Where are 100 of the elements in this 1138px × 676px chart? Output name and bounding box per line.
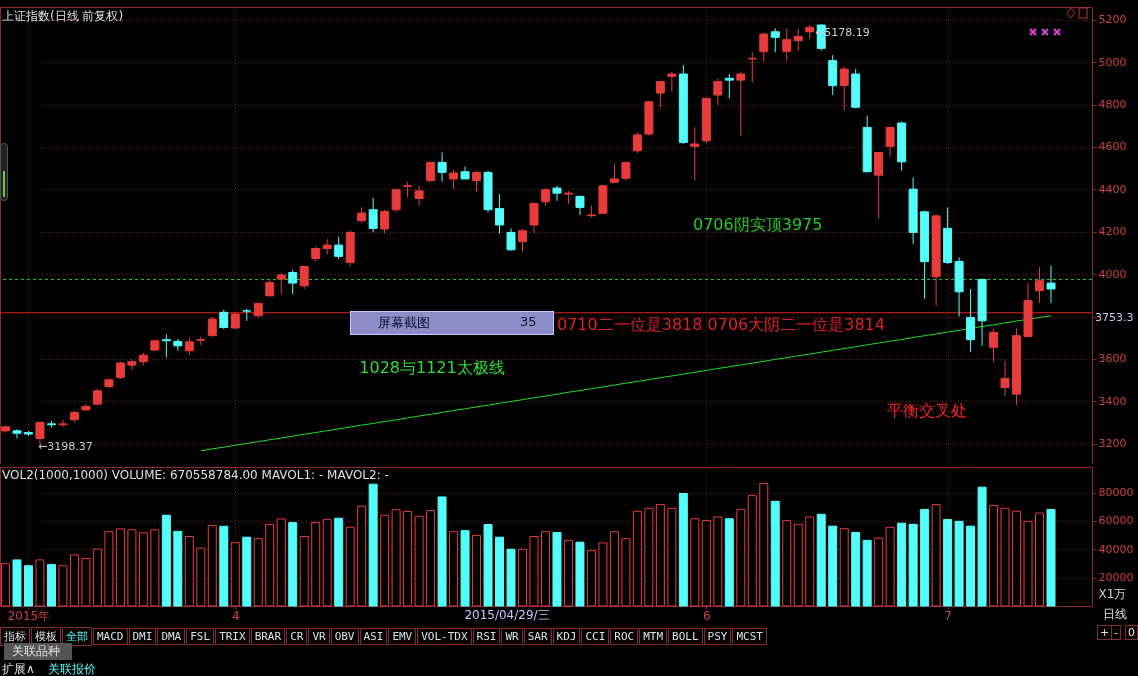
bar	[736, 508, 746, 607]
annotation: 1028与1121太极线	[359, 358, 505, 377]
bar	[874, 537, 884, 607]
bar	[885, 526, 895, 607]
bar	[437, 496, 447, 607]
text: 3753.3	[1095, 311, 1134, 324]
line-series	[200, 315, 1052, 452]
y-tick-label: 3200	[1098, 437, 1127, 451]
candlestick	[552, 185, 562, 202]
bar	[426, 510, 436, 607]
bar	[449, 531, 459, 607]
bar	[1012, 510, 1022, 607]
bar	[12, 559, 22, 607]
bar	[299, 536, 309, 607]
text: EMV	[388, 628, 417, 645]
y-tick-label: 20000	[1098, 571, 1134, 585]
bar	[655, 504, 665, 607]
bar	[862, 539, 872, 607]
text: 关联报价	[48, 661, 96, 676]
bar	[621, 538, 631, 607]
text: BOLL	[668, 628, 703, 645]
bar	[644, 507, 654, 607]
ref-line-label: 0710二一位是3818 0706大阴二一位是3814	[557, 314, 885, 334]
y-tick-label: 60000	[1098, 514, 1134, 528]
bar	[288, 522, 298, 607]
bar	[104, 531, 114, 607]
text: MCST	[732, 628, 767, 645]
candlestick	[713, 77, 723, 106]
x-tick-label: 7	[944, 608, 952, 623]
bar	[563, 539, 573, 607]
bar	[839, 528, 849, 607]
candlestick	[1000, 360, 1010, 397]
bar	[816, 513, 826, 607]
text: DMA	[157, 628, 186, 645]
bar	[609, 531, 619, 607]
text: SAR	[523, 628, 552, 645]
bar	[529, 536, 539, 607]
bar	[219, 525, 229, 607]
text: RSI	[472, 628, 501, 645]
candlestick	[966, 288, 976, 353]
bar	[759, 482, 769, 607]
text: 模板	[35, 630, 57, 643]
candlestick	[334, 236, 344, 260]
bar	[311, 522, 321, 607]
candlestick	[609, 162, 619, 183]
candlestick	[472, 170, 482, 193]
bar	[920, 508, 930, 607]
bar	[81, 557, 91, 607]
bar	[518, 548, 528, 607]
bar	[793, 523, 803, 607]
text: MTM	[639, 628, 668, 645]
candlestick	[380, 209, 390, 234]
text: ASI	[359, 628, 388, 645]
bar	[380, 514, 390, 607]
ref-line-label: 0706阴实顶3975	[693, 215, 823, 235]
text: BRAR	[250, 628, 286, 645]
bar	[805, 516, 815, 607]
candlestick	[219, 309, 229, 330]
bar	[150, 529, 160, 607]
bar	[770, 500, 780, 607]
bar	[966, 525, 976, 607]
bar	[908, 523, 918, 607]
text: FSL	[186, 628, 215, 645]
bar	[931, 504, 941, 607]
candlestick	[793, 27, 803, 52]
text: KDJ	[552, 628, 581, 645]
bar	[1023, 520, 1033, 607]
bar	[173, 530, 183, 607]
bar	[977, 486, 987, 607]
y-tick-label: 5200	[1098, 13, 1127, 27]
candlestick	[506, 227, 516, 252]
bar	[391, 509, 401, 607]
y-tick-label: 4200	[1098, 225, 1127, 239]
candlestick	[885, 126, 895, 157]
text: WR	[501, 628, 523, 645]
text: 2015/04/29/三	[464, 608, 550, 622]
bar	[954, 520, 964, 607]
candlestick	[1035, 266, 1045, 304]
candlestick	[747, 51, 757, 83]
x-tick-label: 6	[703, 608, 711, 623]
y-tick-label: 4800	[1098, 98, 1127, 112]
bar	[265, 523, 275, 607]
y-tick-label: 40000	[1098, 542, 1134, 556]
text: 日线	[1103, 606, 1127, 623]
candlestick	[495, 193, 505, 234]
bar	[851, 532, 861, 607]
candlestick	[874, 151, 884, 219]
bar	[724, 518, 734, 607]
text: CR	[286, 628, 308, 645]
candlestick	[770, 27, 780, 53]
y-tick-label: 4400	[1098, 182, 1127, 196]
bar	[667, 507, 677, 607]
candlestick	[58, 419, 68, 428]
annotation: ←3198.37	[38, 440, 93, 453]
bar	[92, 548, 102, 607]
candlestick	[368, 197, 378, 233]
bar	[632, 510, 642, 607]
chart-title: VOL2(1000,1000) VOLUME: 670558784.00 MAVOL1: - MAVOL2: -	[2, 468, 389, 482]
bar	[495, 536, 505, 607]
text: 扩展∧	[2, 661, 35, 676]
